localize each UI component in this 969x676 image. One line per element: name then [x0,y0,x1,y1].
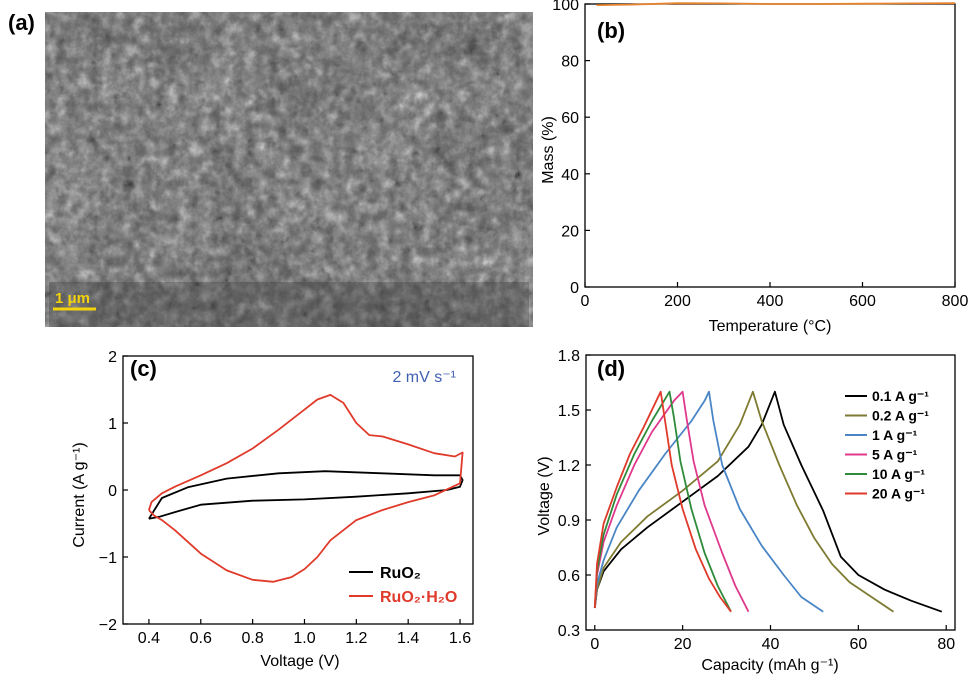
x-tick-label: 1.0 [293,630,315,647]
legend-entry: 20 A g⁻¹ [872,486,925,502]
x-tick-label: 200 [664,293,691,310]
y-tick-label: 1 [108,416,117,433]
y-tick-label: 0 [570,280,579,297]
series-line-0-2-a-g- [593,390,895,613]
legend-entry: 0.1 A g⁻¹ [872,388,929,404]
x-tick-label: 1.4 [397,630,419,647]
legend-entry: 0.2 A g⁻¹ [872,408,929,424]
panel-c-x-axis-label: Voltage (V) [260,653,339,670]
panel-b-label: (b) [597,18,625,43]
y-tick-label: 2 [108,349,117,366]
panel-d-label: (d) [597,356,625,381]
series-line-ruo- [148,470,464,520]
panel-d-chart: 0 20 40 60 80 0.3 0.6 0.9 1.2 1.5 1.8 0.1 A g⁻¹ 0.2 … [536,348,956,674]
y-tick-label: 100 [552,0,579,14]
legend-entry: 10 A g⁻¹ [872,466,925,482]
legend-entry: 5 A g⁻¹ [872,447,918,463]
plot-frame [122,355,474,625]
y-tick-label: −2 [99,617,117,634]
series-line-20-a-g- [593,390,732,613]
series-line-ruo-h-o [148,394,464,583]
x-tick-label: 600 [849,293,876,310]
y-tick-label: 1.5 [558,403,580,420]
panel-c-chart: 0.4 0.6 0.8 1.0 1.2 1.4 1.6 −2 −1 0 1 2 RuO₂ RuO₂·H₂O… [71,349,474,670]
scale-bar-label: 1 μm [55,290,90,307]
series-line-0 [596,2,956,6]
sem-image: 1 μm [45,12,533,327]
series-line-0-1-a-g- [593,390,943,613]
panel-d-x-axis-label: Capacity (mAh g⁻¹) [701,657,838,674]
y-tick-label: 20 [561,223,579,240]
y-tick-label: 60 [561,110,579,127]
legend-entry: RuO₂·H₂O [380,589,457,606]
series-line-1-a-g- [593,390,824,613]
panel-b-y-axis-label: Mass (%) [540,116,557,184]
y-tick-label: 1.8 [558,348,580,365]
legend-entry: 1 A g⁻¹ [872,427,918,443]
y-tick-label: 40 [561,167,579,184]
x-tick-label: 0.4 [138,630,160,647]
x-tick-label: 1.2 [345,630,367,647]
x-tick-label: 20 [674,636,692,653]
y-tick-label: 0.3 [558,623,580,640]
legend-entry: RuO₂ [380,565,421,582]
panel-c-label: (c) [130,356,157,381]
x-tick-label: 40 [762,636,780,653]
x-tick-label: 400 [757,293,784,310]
plot-frame [584,3,956,288]
x-tick-label: 0.6 [190,630,212,647]
panel-c-y-axis-label: Current (A g⁻¹) [71,442,88,547]
series-line-10-a-g- [593,390,732,613]
y-tick-label: 0 [108,483,117,500]
x-tick-label: 0.8 [242,630,264,647]
panel-a-label: (a) [8,10,35,35]
series-line-5-a-g- [593,390,750,613]
x-tick-label: 800 [942,293,969,310]
y-tick-label: 0.9 [558,513,580,530]
panel-b-x-axis-label: Temperature (°C) [709,318,832,335]
sem-micrograph: 1 μm [45,12,533,327]
y-tick-label: 1.2 [558,458,580,475]
y-tick-label: −1 [99,550,117,567]
x-tick-label: 1.6 [449,630,471,647]
panel-b-chart: 0 200 400 600 800 0 20 40 60 80 100 (b) Temperatur… [540,0,969,335]
x-tick-label: 80 [937,636,955,653]
x-tick-label: 0 [581,293,590,310]
scan-rate-annotation: 2 mV s⁻¹ [392,369,456,386]
panel-d-y-axis-label: Voltage (V) [536,456,553,535]
x-tick-label: 60 [849,636,867,653]
y-tick-label: 80 [561,54,579,71]
x-tick-label: 0 [590,636,599,653]
y-tick-label: 0.6 [558,568,580,585]
